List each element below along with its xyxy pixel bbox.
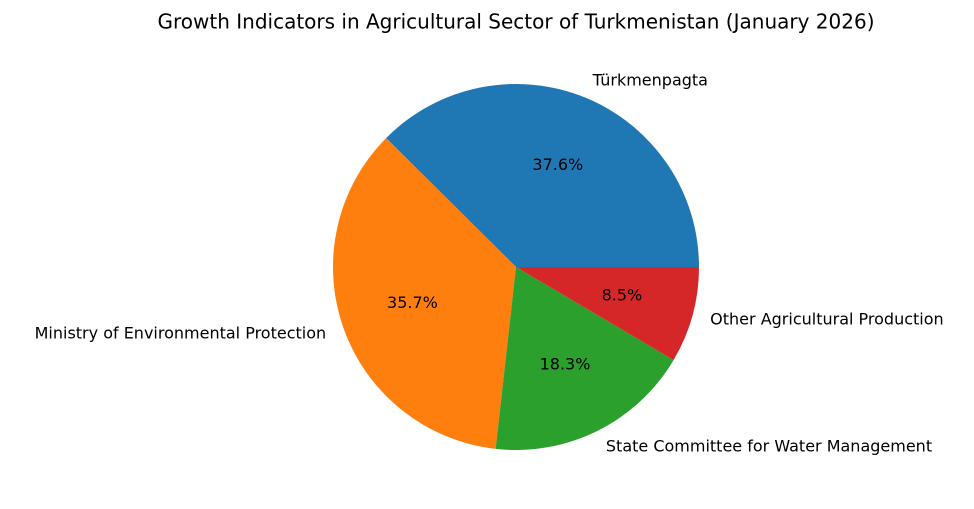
value-label: 35.7% bbox=[387, 293, 438, 312]
value-label: 8.5% bbox=[602, 285, 643, 304]
chart-title: Growth Indicators in Agricultural Sector… bbox=[158, 10, 875, 34]
pie-slice bbox=[332, 138, 516, 449]
pie-slice bbox=[386, 83, 699, 267]
pie-slice bbox=[495, 267, 674, 450]
pie-slice bbox=[516, 267, 699, 361]
value-label: 18.3% bbox=[540, 355, 591, 374]
slice-label: Other Agricultural Production bbox=[710, 310, 943, 329]
value-label: 37.6% bbox=[532, 155, 583, 174]
slice-label: Türkmenpagta bbox=[592, 70, 708, 89]
slice-label: Ministry of Environmental Protection bbox=[35, 323, 327, 342]
slice-label: State Committee for Water Management bbox=[606, 437, 932, 456]
